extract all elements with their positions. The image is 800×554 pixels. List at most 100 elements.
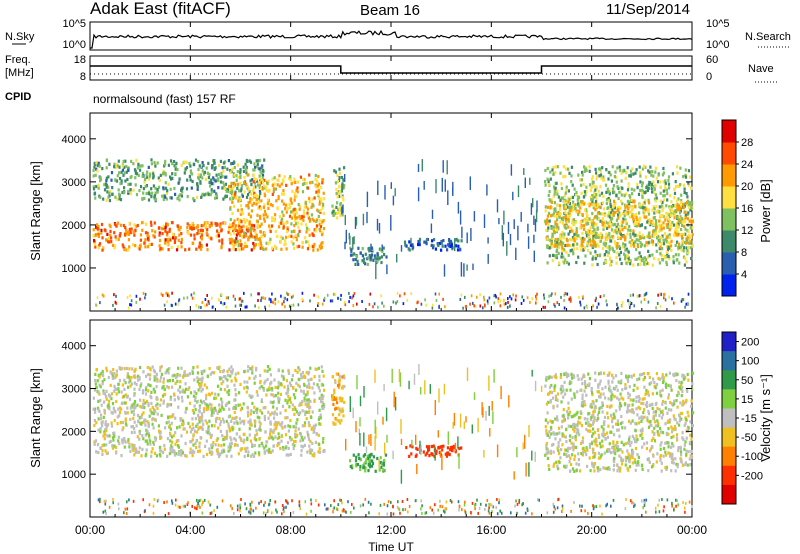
power-cell [166,242,169,246]
power-cell [257,159,260,163]
power-cell [603,240,606,244]
power-cell [576,247,579,251]
power-cell [229,223,232,227]
velocity-cell [130,425,133,429]
power-cell [657,173,660,177]
velocity-cell [264,444,268,448]
power-cell [333,169,336,173]
velocity-cell [343,400,346,404]
power-cell [376,259,379,264]
power-cell [638,257,641,261]
power-cell [142,191,145,195]
velocity-cell [99,430,102,434]
power-cell [122,191,126,195]
power-cell [280,219,283,223]
velocity-cell [159,398,163,402]
velocity-cell [352,453,355,457]
velocity-cell [168,403,171,407]
velocity-cell [136,435,139,439]
velocity-cell [270,393,273,397]
velocity-cell [169,397,172,401]
power-cell [447,244,450,248]
power-cell [520,212,522,222]
velocity-cell [383,468,386,472]
velocity-cell [159,366,162,370]
power-cell [172,236,175,240]
power-cell [97,186,100,190]
power-cell [173,186,176,191]
power-cell [252,168,255,172]
velocity-cell [151,422,154,426]
power-cell [352,294,355,298]
power-cell [321,302,324,306]
power-cell [252,185,255,190]
power-cell [684,175,688,179]
power-cell [196,184,199,189]
power-cell [569,244,572,248]
velocity-cell [167,416,170,420]
velocity-cell [185,373,188,378]
velocity-cell [287,424,290,428]
velocity-cell [159,369,162,373]
velocity-cell [94,378,97,383]
power-cell [583,217,586,221]
velocity-cell [177,405,180,409]
velocity-cell [244,447,247,451]
power-cell [202,164,205,168]
power-cell [580,183,583,187]
velocity-cell [233,437,236,441]
power-cell [345,229,347,244]
velocity-cell [248,433,251,437]
power-cell [676,199,679,203]
power-cell [142,291,145,295]
power-cell [166,300,168,304]
power-cell [148,177,151,181]
power-cell [641,188,644,192]
power-cell [317,209,320,213]
velocity-cell [163,444,166,448]
velocity-cell [125,366,128,371]
power-cell [380,294,382,298]
velocity-cell [170,450,173,454]
velocity-cell [148,414,151,418]
power-cell [606,253,609,257]
power-cell [585,230,588,234]
velocity-cell [95,450,98,454]
power-cell [579,244,582,248]
power-cell [230,185,233,189]
velocity-cell [285,379,288,383]
power-cell [316,208,319,212]
power-cell [150,195,153,199]
power-cell [643,260,646,264]
velocity-cell [166,385,169,389]
velocity-cell [305,417,308,421]
velocity-cell [376,456,379,461]
velocity-cell [214,408,217,412]
power-cell [282,296,285,300]
power-cell [568,197,571,202]
nsky-label: N.Sky [5,31,35,43]
power-cell [266,182,269,186]
power-cell [556,192,559,196]
power-cell [273,244,277,248]
power-cell [338,190,341,194]
velocity-cell [682,437,685,442]
velocity-cell [258,420,261,424]
velocity-cell [228,426,231,431]
velocity-cell [113,372,116,376]
velocity-cell [133,447,136,451]
velocity-cell [192,411,195,415]
power-cell [314,185,318,189]
power-cell [585,233,588,237]
velocity-cell [593,439,596,443]
power-cell [215,222,218,226]
velocity-cell [672,434,675,438]
power-cell [146,170,149,174]
power-cell [595,171,598,175]
power-cell [111,243,115,247]
power-cell [675,165,679,169]
power-cell [620,171,623,175]
velocity-cell [193,398,197,402]
power-cell [679,209,682,213]
power-cell [192,224,195,228]
